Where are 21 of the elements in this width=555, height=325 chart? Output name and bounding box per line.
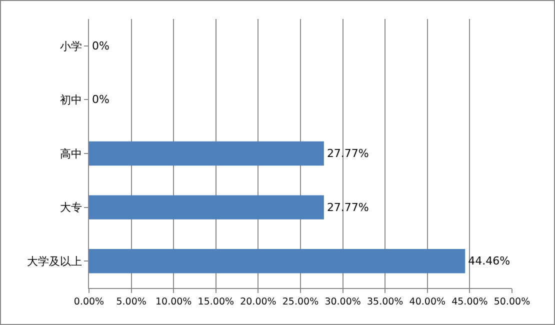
y-tick-label: 大学及以上 (26, 254, 82, 268)
x-tick-label: 25.00% (282, 296, 319, 308)
data-label: 27.77% (326, 200, 369, 214)
x-tick-label: 40.00% (409, 296, 446, 308)
data-label: 0% (92, 39, 110, 52)
y-tick-label: 小学 (60, 40, 82, 53)
y-tick-label: 大专 (60, 201, 82, 214)
x-tick-label: 0.00% (74, 296, 104, 308)
x-tick-label: 35.00% (366, 296, 404, 308)
data-label: 44.46% (468, 254, 510, 268)
x-tick-label: 15.00% (198, 296, 234, 308)
x-tick-label: 50.00% (494, 296, 530, 308)
x-tick-label: 5.00% (116, 296, 146, 308)
y-tick-label: 高中 (60, 147, 82, 160)
x-tick-label: 45.00% (452, 296, 488, 308)
data-label: 0% (92, 93, 110, 106)
data-label: 27.77% (326, 146, 369, 160)
x-tick-label: 10.00% (155, 296, 192, 308)
x-tick-label: 30.00% (324, 296, 361, 308)
x-tick-label: 20.00% (240, 296, 276, 308)
y-tick-label: 初中 (60, 94, 82, 107)
